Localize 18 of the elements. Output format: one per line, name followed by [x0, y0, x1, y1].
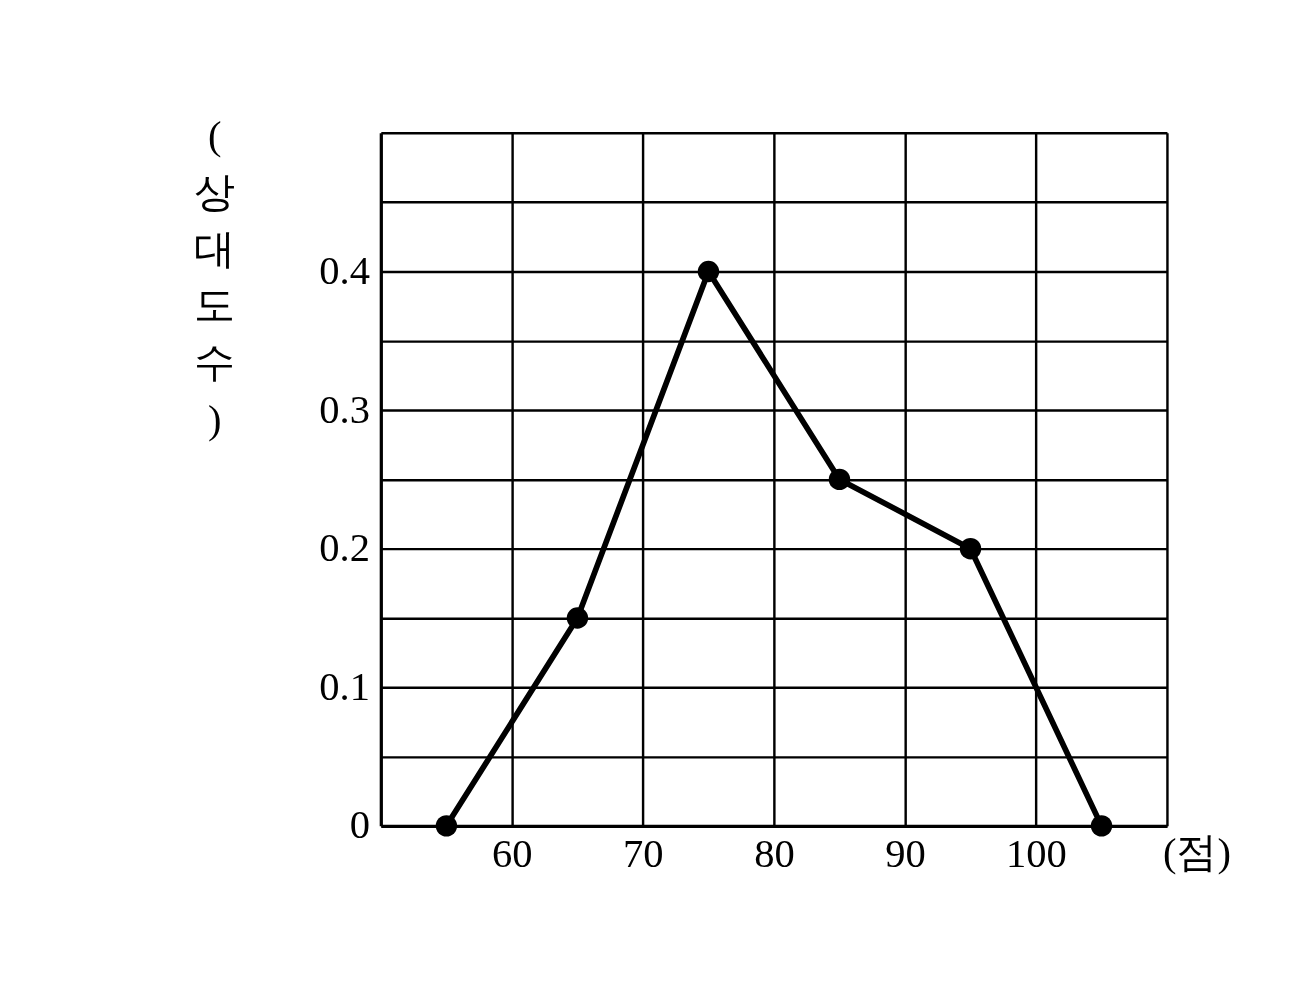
y-axis-title: (상대도수): [194, 113, 236, 442]
y-tick-label: 0.1: [319, 663, 370, 709]
point: [959, 537, 982, 560]
y-tick-label: 0.3: [319, 386, 370, 432]
y-tick-label: 0.4: [319, 248, 370, 294]
point: [828, 468, 851, 491]
y-tick-label: 0.2: [319, 525, 370, 571]
point: [1090, 815, 1113, 837]
x-axis-title: (점): [1162, 830, 1231, 876]
x-tick-label: 60: [492, 830, 533, 876]
point: [697, 260, 720, 283]
x-tick-label: 100: [1006, 830, 1067, 876]
x-tick-label: 80: [754, 830, 795, 876]
x-tick-label: 90: [885, 830, 926, 876]
point: [435, 815, 458, 837]
y-tick-label: 0: [349, 802, 370, 848]
x-tick-label: 70: [623, 830, 664, 876]
point: [566, 607, 589, 629]
